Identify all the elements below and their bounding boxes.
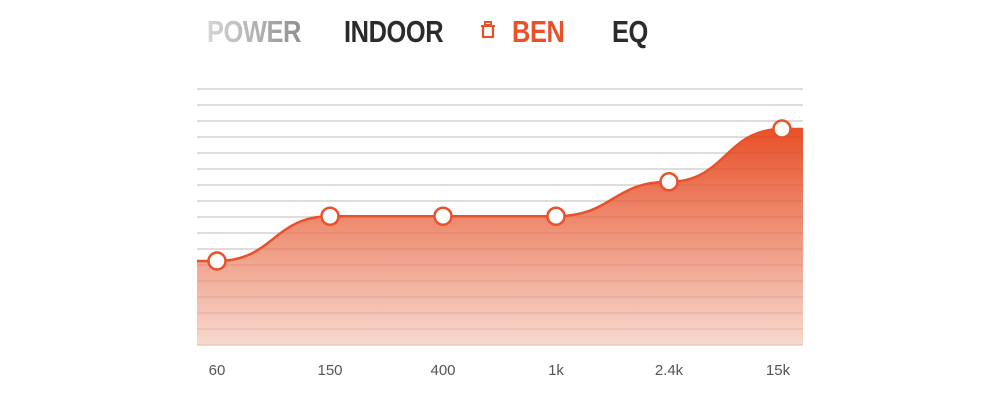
eq-point-1k[interactable] — [546, 206, 566, 226]
eq-point-60[interactable] — [207, 251, 227, 271]
x-tick-label: 1k — [548, 362, 564, 379]
x-tick-label: 2.4k — [655, 362, 684, 379]
x-tick-label: 400 — [430, 362, 455, 379]
trash-icon[interactable] — [481, 21, 495, 39]
eq-point-2.4k[interactable] — [659, 172, 679, 192]
tab-indoor[interactable]: INDOOR — [344, 14, 444, 49]
x-tick-label: 15k — [766, 362, 791, 379]
eq-point-400[interactable] — [433, 206, 453, 226]
eq-curve — [197, 127, 803, 263]
tab-power[interactable]: POWER — [207, 14, 301, 49]
eq-area — [197, 129, 803, 345]
tab-ben[interactable]: BEN — [512, 14, 565, 49]
tab-eq[interactable]: EQ — [612, 14, 648, 49]
eq-point-15k[interactable] — [772, 119, 792, 139]
x-tick-label: 150 — [317, 362, 342, 379]
eq-point-150[interactable] — [320, 206, 340, 226]
x-tick-label: 60 — [209, 362, 226, 379]
